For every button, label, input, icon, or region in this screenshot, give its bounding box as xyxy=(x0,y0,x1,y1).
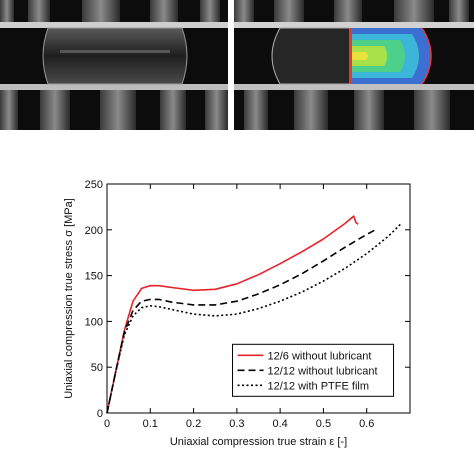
chart-svg: 0 0.1 0.2 0.3 0.4 0.5 0.6 0 50 100 150 200 250 12/6… xyxy=(63,179,411,448)
legend: 12/6 without lubricant 12/12 without lubr… xyxy=(232,343,395,397)
x-axis-ticks: 0 0.1 0.2 0.3 0.4 0.5 0.6 xyxy=(104,184,374,430)
y-tick-label: 150 xyxy=(85,271,103,283)
y-tick-label: 250 xyxy=(85,179,103,191)
x-tick-label: 0.6 xyxy=(359,418,374,430)
specimen-photo-experiment xyxy=(0,0,228,130)
legend-label: 12/6 without lubricant xyxy=(268,350,372,362)
photo-divider xyxy=(228,0,234,130)
stress-strain-chart: 0 0.1 0.2 0.3 0.4 0.5 0.6 0 50 100 150 200 250 12/6… xyxy=(60,172,472,451)
series-lines xyxy=(106,215,402,414)
legend-box xyxy=(232,343,395,397)
series-line-3 xyxy=(106,222,402,414)
x-tick-label: 0.3 xyxy=(229,418,244,430)
y-tick-label: 0 xyxy=(97,408,103,420)
x-tick-label: 0.1 xyxy=(143,418,158,430)
legend-label: 12/12 without lubricant xyxy=(268,365,378,377)
x-tick-label: 0.5 xyxy=(316,418,331,430)
y-tick-label: 200 xyxy=(85,225,103,237)
specimen-photo-simulation xyxy=(234,0,474,130)
x-tick-label: 0.4 xyxy=(272,418,287,430)
y-axis-ticks: 0 50 100 150 200 250 xyxy=(85,179,410,420)
x-axis-title: Uniaxial compression true strain ε [-] xyxy=(170,436,347,448)
y-tick-label: 50 xyxy=(91,362,103,374)
y-tick-label: 100 xyxy=(85,316,103,328)
x-tick-label: 0 xyxy=(104,418,110,430)
series-line-1 xyxy=(106,215,359,414)
x-tick-label: 0.2 xyxy=(186,418,201,430)
series-line-2 xyxy=(106,229,376,414)
legend-label: 12/12 with PTFE film xyxy=(268,380,369,392)
y-axis-title: Uniaxial compression true stress σ [MPa] xyxy=(63,198,75,399)
specimen-photos xyxy=(0,0,474,130)
